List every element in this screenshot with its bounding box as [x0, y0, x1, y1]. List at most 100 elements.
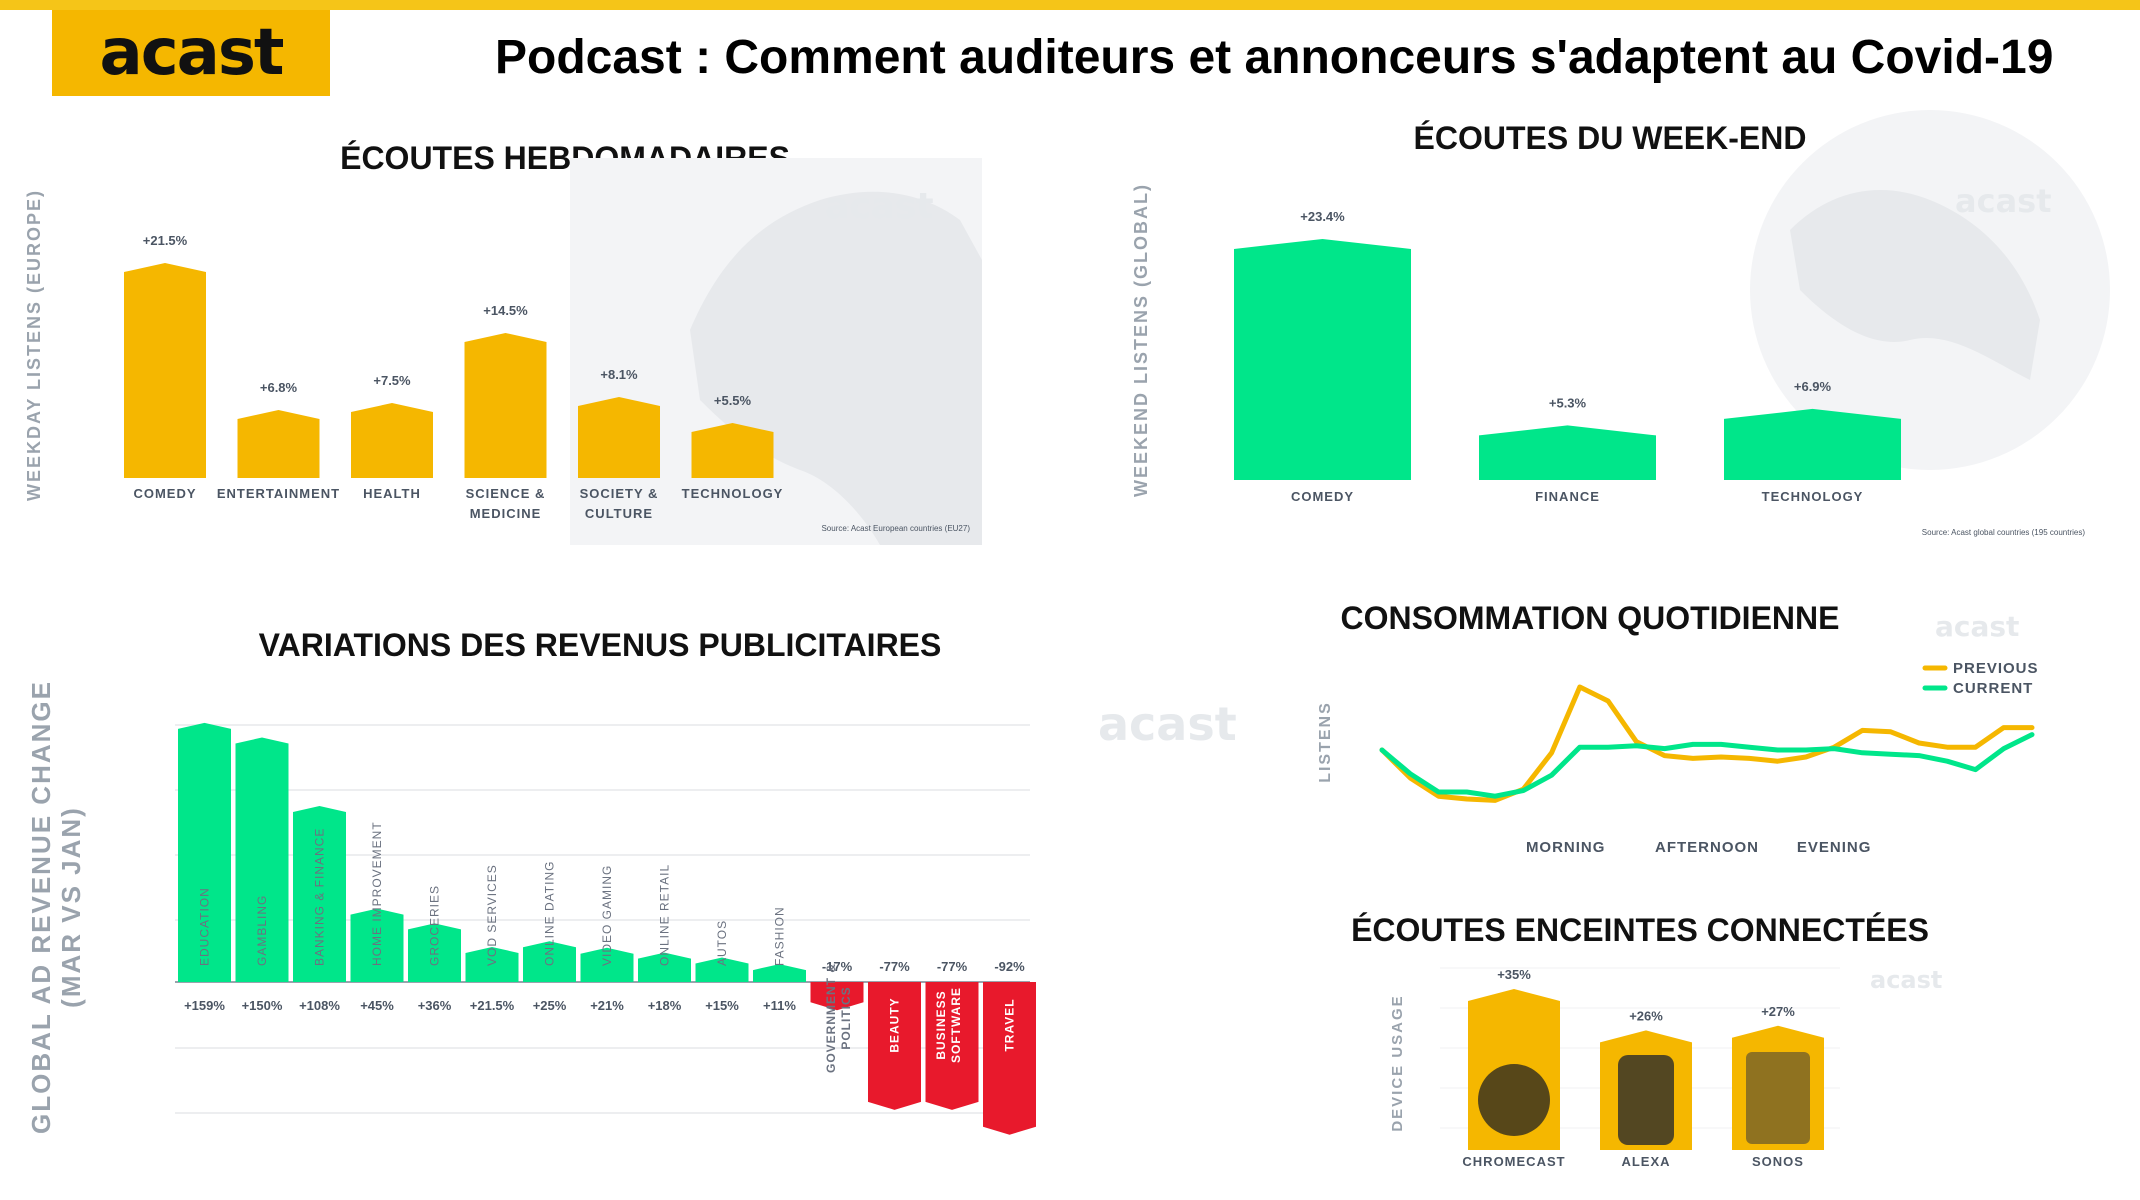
weekend-source-note: Source: Acast global countries (195 coun… [1922, 528, 2086, 537]
revenue-bar-value-label: -77% [879, 959, 910, 974]
chromecast-device-icon [1478, 1064, 1550, 1136]
revenue-category-label: ONLINE DATING [543, 861, 557, 966]
revenue-bar-value-label: +36% [418, 998, 452, 1013]
weekday-map-background [570, 158, 982, 545]
revenue-bar-positive [580, 947, 634, 982]
revenue-y-axis-label-line1: GLOBAL AD REVENUE CHANGE [26, 680, 56, 1134]
weekday-category-label: TECHNOLOGY [682, 486, 784, 501]
weekday-bar [691, 423, 774, 478]
revenue-bar-value-label: +21% [590, 998, 624, 1013]
speakers-y-axis-label: DEVICE USAGE [1389, 994, 1406, 1131]
revenue-bar-positive [350, 908, 404, 982]
daily-series-line-previous [1379, 684, 2035, 803]
revenue-bar-positive [178, 722, 231, 982]
weekday-category-label: CULTURE [585, 506, 653, 521]
daily-series-line-current [1379, 732, 2035, 799]
revenue-bar-value-label: +25% [533, 998, 567, 1013]
revenue-bar-value-label: +18% [648, 998, 682, 1013]
weekday-category-label: HEALTH [363, 486, 421, 501]
weekday-bar-value-label: +8.1% [600, 367, 638, 382]
page-title: Podcast : Comment auditeurs et annonceur… [495, 31, 2054, 84]
weekend-bar-chart: +23.4% COMEDY +5.3% FINANCE +6.9% TECHNOLOGY [1234, 209, 1901, 504]
revenue-category-label: SOFTWARE [949, 987, 963, 1063]
revenue-category-label: GAMBLING [255, 895, 269, 966]
speakers-category-label: ALEXA [1621, 1154, 1670, 1169]
speakers-watermark: acast [1870, 966, 1942, 994]
revenue-bar-positive [408, 923, 461, 982]
revenue-category-label: POLITICS [839, 986, 853, 1049]
revenue-bar-value-label: +15% [705, 998, 739, 1013]
revenue-bar-value-label: +150% [242, 998, 283, 1013]
speakers-chart-title: ÉCOUTES ENCEINTES CONNECTÉES [1351, 912, 1929, 948]
weekend-category-label: COMEDY [1291, 489, 1354, 504]
weekend-category-label: TECHNOLOGY [1762, 489, 1864, 504]
revenue-bar-value-label: +45% [360, 998, 394, 1013]
speakers-category-label: CHROMECAST [1462, 1154, 1565, 1169]
weekday-category-label: SCIENCE & [466, 486, 546, 501]
weekday-bar [464, 333, 547, 478]
weekday-category-label: COMEDY [133, 486, 196, 501]
revenue-bar-value-label: +159% [184, 998, 225, 1013]
weekday-bar-value-label: +7.5% [373, 373, 411, 388]
revenue-category-label: GOVERNMENT & [824, 963, 838, 1073]
weekday-bar-chart: +21.5% COMEDY +6.8% ENTERTAINMENT +7.5% HEALT… [124, 233, 784, 521]
weekday-bar-value-label: +5.5% [714, 393, 752, 408]
acast-logo: acast [52, 10, 330, 96]
weekend-y-axis-label: WEEKEND LISTENS (GLOBAL) [1131, 183, 1151, 497]
revenue-category-label: BANKING & FINANCE [313, 828, 327, 966]
daily-chart-title: CONSOMMATION QUOTIDIENNE [1340, 600, 1840, 636]
weekday-bar-value-label: +21.5% [143, 233, 188, 248]
weekday-category-label: ENTERTAINMENT [217, 486, 340, 501]
daily-x-tick-label: AFTERNOON [1655, 839, 1759, 856]
speakers-bar-value-label: +26% [1629, 1008, 1663, 1023]
daily-x-tick-label: EVENING [1797, 839, 1872, 856]
weekend-globe-background [1750, 110, 2110, 470]
weekday-bar-value-label: +6.8% [260, 380, 298, 395]
revenue-category-label: BUSINESS [934, 990, 948, 1059]
speakers-bar-value-label: +27% [1761, 1004, 1795, 1019]
alexa-device-icon [1618, 1055, 1674, 1145]
revenue-category-label: AUTOS [715, 920, 729, 966]
revenue-bar-value-label: +21.5% [470, 998, 515, 1013]
revenue-bar-positive [638, 952, 691, 982]
weekday-bar [578, 397, 660, 478]
weekend-bar-value-label: +23.4% [1300, 209, 1345, 224]
revenue-bar-negative [983, 982, 1036, 1135]
revenue-bar-positive [753, 964, 806, 982]
logo-text: acast [99, 16, 285, 90]
weekday-bar [237, 410, 320, 478]
daily-line-chart: PREVIOUS CURRENT MORNING AFTERNOON EVENING [1379, 660, 2039, 856]
weekday-bar [351, 403, 433, 478]
revenue-bar-value-label: -77% [937, 959, 968, 974]
daily-x-tick-label: MORNING [1526, 839, 1606, 856]
revenue-watermark: acast [1098, 697, 1237, 751]
weekend-bar-value-label: +6.9% [1794, 379, 1832, 394]
revenue-bar-negative [810, 982, 864, 1011]
daily-y-axis-label: LISTENS [1317, 701, 1334, 783]
weekend-chart-title: ÉCOUTES DU WEEK-END [1413, 120, 1807, 156]
weekday-category-label: SOCIETY & [580, 486, 659, 501]
daily-legend-label: PREVIOUS [1953, 660, 2039, 677]
weekend-watermark: acast [1955, 182, 2052, 220]
revenue-category-label: GROCERIES [428, 885, 442, 966]
sonos-device-icon [1746, 1052, 1810, 1144]
revenue-category-label: EDUCATION [198, 887, 212, 966]
weekday-watermark: acast [825, 186, 934, 227]
revenue-category-label: BEAUTY [888, 997, 902, 1052]
weekend-bar [1724, 408, 1901, 480]
weekday-bar [124, 263, 206, 478]
speakers-bar-value-label: +35% [1497, 967, 1531, 982]
weekend-bar [1234, 238, 1411, 480]
revenue-category-label: ONLINE RETAIL [658, 864, 672, 966]
weekend-bar-value-label: +5.3% [1549, 395, 1587, 410]
revenue-bar-chart: +159% EDUCATION +150% GAMBLING +108% BANKING … [175, 722, 1036, 1135]
top-accent-bar [0, 0, 2140, 10]
daily-legend-label: CURRENT [1953, 680, 2033, 697]
revenue-category-label: TRAVEL [1003, 998, 1017, 1051]
weekday-category-label: MEDICINE [470, 506, 542, 521]
revenue-bar-negative [868, 982, 921, 1110]
revenue-bar-negative [925, 982, 979, 1110]
revenue-bar-value-label: +11% [763, 998, 796, 1013]
weekday-y-axis-label: WEEKDAY LISTENS (EUROPE) [24, 189, 44, 501]
weekend-category-label: FINANCE [1535, 489, 1600, 504]
